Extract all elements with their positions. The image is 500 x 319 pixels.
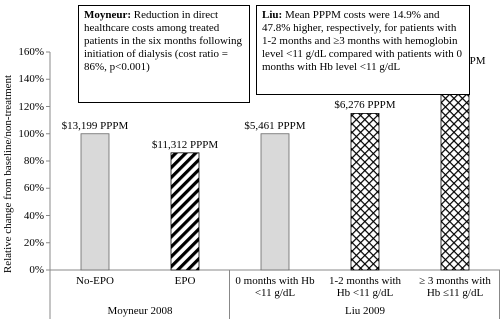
bar — [350, 113, 380, 271]
y-tick-label: 160% — [18, 46, 44, 58]
y-tick-label: 120% — [18, 100, 44, 113]
x-tick-label: EPO — [174, 275, 196, 287]
group-label: Moyneur 2008 — [107, 305, 173, 317]
annotation-bold: Liu: — [262, 9, 283, 21]
y-tick-label: 80% — [23, 155, 44, 167]
annotation-text: Mean PPPM costs were 14.9% and 47.8% hig… — [262, 9, 462, 73]
cost-label: $13,199 PPPM — [61, 119, 129, 132]
bar — [170, 152, 200, 271]
annotation-box: Liu: Mean PPPM costs were 14.9% and 47.8… — [256, 5, 470, 95]
annotation-text: Reduction in direct healthcare costs amo… — [84, 9, 242, 73]
y-tick-label: 100% — [18, 127, 44, 140]
y-tick-label: 20% — [23, 236, 44, 249]
y-tick-label: 0% — [29, 264, 44, 276]
cost-label: $11,312 PPPM — [151, 138, 219, 151]
bar — [440, 68, 470, 271]
x-tick-label: 0 months with Hb <11 g/dL — [235, 275, 315, 299]
y-tick-label: 140% — [18, 73, 44, 86]
y-axis-label: Relative change from baseline/non-treatm… — [2, 74, 14, 274]
annotation-box: Moyneur: Reduction in direct healthcare … — [78, 5, 250, 103]
x-tick-label: No-EPO — [76, 275, 114, 287]
annotation-bold: Moyneur: — [84, 9, 132, 21]
x-tick-label: ≥ 3 months with Hb ≤11 g/dL — [419, 275, 491, 299]
bar — [260, 133, 290, 271]
group-label: Liu 2009 — [344, 305, 386, 317]
x-tick-label: 1-2 months with Hb <11 g/dL — [328, 275, 402, 299]
cost-label: $5,461 PPPM — [244, 119, 306, 132]
bar — [80, 133, 110, 271]
cost-label: $6,276 PPPM — [334, 99, 396, 112]
y-tick-label: 40% — [23, 209, 44, 222]
y-tick-label: 60% — [23, 182, 44, 195]
